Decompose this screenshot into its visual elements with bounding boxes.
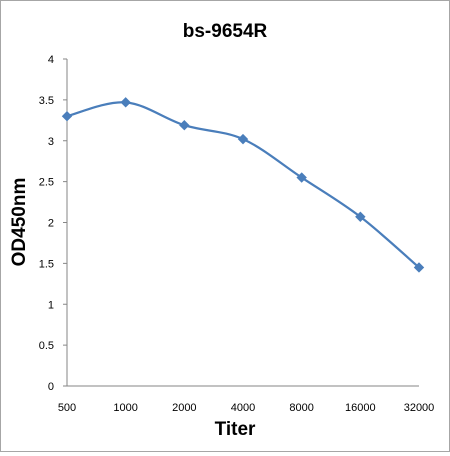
series-line	[66, 101, 420, 269]
data-point-marker	[237, 133, 249, 145]
x-tick-label: 16000	[345, 402, 376, 414]
data-point-marker	[179, 120, 190, 131]
data-point-marker	[413, 262, 425, 273]
x-tick-label: 1000	[113, 402, 137, 414]
y-tick-label: 0	[48, 381, 54, 393]
plot-area	[61, 97, 425, 273]
x-tick-label: 500	[58, 402, 76, 414]
y-tick-label: 2	[48, 218, 54, 230]
y-tick-label: 4	[48, 54, 54, 66]
x-axis-ticks: 500 1000 2000 4000 8000 16000 32000	[58, 402, 434, 414]
data-point-marker	[61, 111, 73, 122]
y-tick-label: 3.5	[39, 95, 54, 107]
x-tick-label: 2000	[172, 402, 196, 414]
data-point-marker	[120, 97, 131, 108]
y-tick-label: 1.5	[39, 258, 54, 270]
data-point-marker	[355, 211, 366, 222]
y-tick-label: 0.5	[39, 340, 54, 352]
x-tick-label: 4000	[231, 402, 255, 414]
x-tick-label: 32000	[404, 402, 435, 414]
y-axis-ticks: 0 0.5 1 1.5 2 2.5 3 3.5 4	[39, 54, 67, 393]
data-point-marker	[296, 172, 307, 183]
y-tick-label: 1	[48, 299, 54, 311]
y-tick-label: 2.5	[39, 177, 54, 189]
x-tick-label: 8000	[289, 402, 313, 414]
x-axis-title: Titer	[215, 419, 256, 440]
chart-title: bs-9654R	[183, 21, 268, 42]
y-tick-label: 3	[48, 136, 54, 148]
y-axis-title: OD450nm	[9, 178, 30, 267]
